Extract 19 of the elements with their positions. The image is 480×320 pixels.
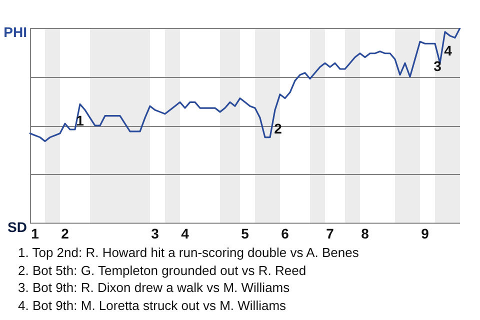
text: 1. Top 2nd: R. Howard hit a run-scoring double vs A. Benes bbox=[18, 244, 359, 262]
x-tick-label: 4 bbox=[181, 225, 190, 242]
text: 4. Bot 9th: M. Loretta struck out vs M. Williams bbox=[18, 296, 288, 314]
x-tick-label: 8 bbox=[361, 225, 370, 242]
annotation: 4 bbox=[444, 42, 452, 58]
x-tick-label: 9 bbox=[421, 225, 430, 242]
x-tick-label: 5 bbox=[241, 225, 250, 242]
annotation: 3 bbox=[434, 58, 442, 74]
x-tick-label: 2 bbox=[61, 225, 70, 242]
x-tick-label: 3 bbox=[151, 225, 160, 242]
annotation: 1 bbox=[76, 112, 84, 129]
text: PHI bbox=[4, 24, 27, 40]
text: SD bbox=[8, 219, 27, 236]
x-tick-label: 1 bbox=[31, 225, 40, 242]
annotation: 2 bbox=[274, 120, 282, 136]
x-tick-label: 7 bbox=[326, 225, 334, 242]
text: 2. Bot 5th: G. Templeton grounded out vs R. Reed bbox=[18, 262, 308, 279]
text: 3. Bot 9th: R. Dixon drew a walk vs M. Williams bbox=[18, 279, 291, 296]
x-tick-label: 6 bbox=[281, 225, 290, 242]
